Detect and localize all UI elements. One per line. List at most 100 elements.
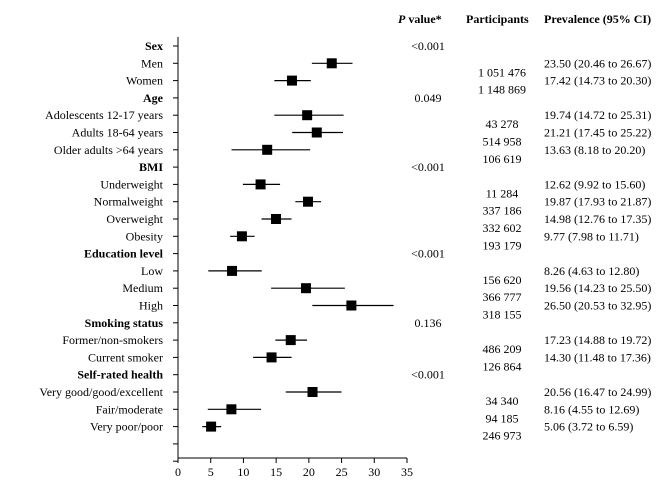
estimate-marker [286, 75, 297, 86]
prevalence-value: 13.63 (8.18 to 20.20) [544, 143, 645, 157]
prevalence-value: 8.26 (4.63 to 12.80) [544, 264, 639, 278]
x-tick-label: 5 [208, 465, 214, 479]
participants-value: 193 179 [483, 238, 522, 252]
group-header-row: Age 0.049 [143, 91, 442, 105]
estimate-marker [326, 58, 337, 69]
group-header-row: BMI <0.001 [139, 160, 445, 174]
p-value: <0.001 [411, 160, 445, 174]
estimate-marker [227, 265, 238, 276]
group-header-row: Education level <0.001 [84, 247, 445, 261]
participants-value: 318 155 [483, 308, 522, 322]
p-value: 0.049 [415, 91, 442, 105]
prevalence-value: 12.62 (9.92 to 15.60) [544, 177, 645, 191]
participants-value: 1 051 476 [478, 65, 526, 79]
participants-value: 486 209 [483, 342, 522, 356]
prevalence-value: 14.98 (12.76 to 17.35) [544, 212, 651, 226]
group-label: Age [143, 91, 164, 105]
estimate-marker [307, 387, 318, 397]
forest-row: Current smoker 126 864 14.30 (11.48 to 17.… [88, 350, 651, 373]
row-label: Low [141, 264, 163, 278]
group-label: Self-rated health [77, 368, 163, 382]
group-label: Smoking status [85, 316, 164, 330]
participants-value: 337 186 [483, 204, 522, 218]
participants-value: 94 185 [486, 411, 519, 425]
prevalence-value: 8.16 (4.55 to 12.69) [544, 402, 639, 416]
row-label: Medium [122, 281, 163, 295]
prevalence-value: 17.42 (14.73 to 20.30) [544, 74, 651, 88]
participants-value: 332 602 [483, 221, 522, 235]
estimate-marker [285, 335, 296, 346]
estimate-marker [262, 144, 273, 155]
row-label: Overweight [106, 212, 163, 226]
participants-value: 246 973 [483, 429, 522, 443]
forest-rows: Sex <0.001 Men 1 051 476 23.50 (20.46 to 26.… [39, 39, 652, 462]
participants-value: 1 148 869 [478, 83, 526, 97]
row-label: Obesity [126, 229, 163, 243]
row-label: Women [126, 74, 163, 88]
forest-row: Low 156 620 8.26 (4.63 to 12.80) [141, 264, 639, 287]
estimate-marker [226, 404, 237, 415]
prevalence-value: 19.87 (17.93 to 21.87) [544, 195, 651, 209]
participants-value: 366 777 [483, 290, 522, 304]
forest-row: Adults 18-64 years 514 958 21.21 (17.45 to… [72, 126, 652, 149]
participants-value: 126 864 [483, 359, 522, 373]
forest-row: Adolescents 12-17 years 43 278 19.74 (14.7… [45, 108, 651, 131]
prevalence-value: 26.50 (20.53 to 32.95) [544, 299, 651, 313]
x-tick-label: 35 [401, 465, 413, 479]
x-tick-label: 10 [237, 465, 249, 479]
forest-row: Older adults >64 years 106 619 13.63 (8.18… [54, 143, 645, 166]
x-tick-label: 15 [270, 465, 282, 479]
forest-row: Normalweight 337 186 19.87 (17.93 to 21.87… [94, 195, 652, 218]
forest-row: Men 1 051 476 23.50 (20.46 to 26.67) [141, 56, 651, 79]
x-axis: 0 5 10 15 20 25 30 35 [175, 37, 413, 479]
forest-row: Obesity 193 179 9.77 (7.98 to 11.71) [126, 229, 639, 252]
participants-value: 34 340 [486, 394, 519, 408]
row-label: Underweight [100, 177, 163, 191]
forest-row: Overweight 332 602 14.98 (12.76 to 17.35) [106, 212, 651, 235]
column-headers: P value* Participants Prevalence (95% CI… [398, 12, 651, 26]
forest-row: High 318 155 26.50 (20.53 to 32.95) [139, 299, 651, 322]
group-header-row: Sex <0.001 [145, 39, 445, 53]
prevalence-value: 19.56 (14.23 to 25.50) [544, 281, 651, 295]
row-label: Former/non-smokers [62, 333, 163, 347]
prevalence-value: 21.21 (17.45 to 25.22) [544, 126, 651, 140]
x-tick-label: 0 [175, 465, 181, 479]
row-label: Men [141, 56, 163, 70]
estimate-marker [303, 196, 314, 207]
estimate-marker [302, 110, 313, 121]
group-label: Sex [145, 39, 163, 53]
forest-row: Underweight 11 284 12.62 (9.92 to 15.60) [100, 177, 645, 200]
participants-header: Participants [466, 12, 529, 26]
row-label: Very poor/poor [90, 420, 163, 434]
prevalence-header: Prevalence (95% CI) [544, 12, 651, 26]
p-value: <0.001 [411, 39, 445, 53]
estimate-marker [300, 283, 311, 294]
forest-row: Fair/moderate 94 185 8.16 (4.55 to 12.69) [96, 402, 640, 425]
participants-value: 106 619 [483, 152, 522, 166]
row-label: Current smoker [88, 350, 163, 364]
x-tick-label: 30 [368, 465, 380, 479]
row-label: Normalweight [94, 195, 164, 209]
prevalence-value: 20.56 (16.47 to 24.99) [544, 385, 651, 399]
prevalence-value: 19.74 (14.72 to 25.31) [544, 108, 651, 122]
prevalence-value: 9.77 (7.98 to 11.71) [544, 229, 639, 243]
p-value-header: P value* [398, 12, 442, 26]
prevalence-value: 23.50 (20.46 to 26.67) [544, 56, 651, 70]
forest-row: Very good/good/excellent 34 340 20.56 (16.… [39, 385, 651, 408]
estimate-marker [236, 231, 247, 242]
group-label: Education level [84, 247, 164, 261]
estimate-marker [311, 127, 322, 138]
prevalence-value: 5.06 (3.72 to 6.59) [544, 420, 633, 434]
p-value: <0.001 [411, 247, 445, 261]
row-label: Very good/good/excellent [39, 385, 163, 399]
row-label: Adolescents 12-17 years [45, 108, 163, 122]
estimate-marker [255, 179, 266, 190]
row-label: High [139, 299, 163, 313]
participants-value: 514 958 [483, 135, 522, 149]
p-value: 0.136 [415, 316, 442, 330]
participants-value: 156 620 [483, 273, 522, 287]
estimate-marker [346, 300, 357, 311]
prevalence-value: 14.30 (11.48 to 17.36) [544, 350, 651, 364]
participants-value: 11 284 [486, 186, 519, 200]
